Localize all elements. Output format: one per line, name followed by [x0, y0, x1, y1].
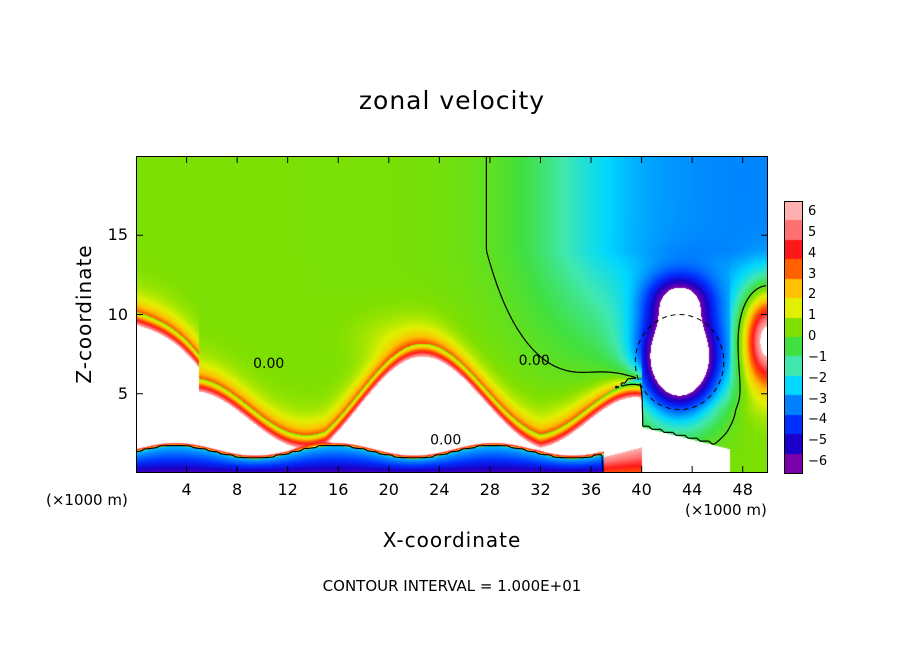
x-tick-label: 4	[181, 480, 192, 499]
colorbar-tick-label: −5	[808, 433, 828, 449]
x-tick-label: 36	[580, 480, 602, 499]
velocity-heatmap	[136, 156, 768, 473]
x-tick-label: 12	[277, 480, 298, 499]
colorbar-tick-label: −3	[808, 391, 828, 407]
chart-title: zonal velocity	[358, 86, 546, 115]
colorbar	[784, 201, 802, 473]
colorbar-tick-label: 2	[808, 287, 817, 303]
contour-label-0: 0.00	[253, 356, 284, 372]
colorbar-tick-label: 4	[808, 245, 817, 261]
x-tick-label: 8	[232, 480, 243, 499]
x-tick-label: 24	[429, 480, 450, 499]
contour-interval-note: CONTOUR INTERVAL = 1.000E+01	[322, 577, 582, 595]
y-tick-label: 10	[107, 304, 128, 324]
negative-contour-line	[634, 314, 725, 411]
colorbar-tick-label: −4	[808, 412, 828, 428]
colorbar-tick-label: −2	[808, 370, 828, 386]
colorbar-border	[784, 201, 803, 474]
colorbar-tick-label: −6	[808, 454, 828, 469]
plot-frame	[136, 156, 768, 473]
contour-label-2: 0.00	[430, 432, 461, 448]
y-tick-label: 5	[117, 383, 128, 403]
x-tick-label: 28	[479, 480, 501, 499]
colorbar-tick-label: −1	[808, 349, 828, 365]
y-axis-label: Z-coordinate	[72, 244, 96, 384]
x-tick-label: 16	[328, 480, 349, 499]
zero-contour-line	[135, 156, 767, 472]
colorbar-frame	[784, 201, 803, 474]
contour-overlay: 0.00 0.00 0.00	[135, 156, 768, 473]
x-tick-label: 48	[732, 480, 753, 499]
x-tick-label: 20	[378, 480, 399, 499]
colorbar-tick-label: 3	[808, 266, 817, 282]
x-tick-label: 32	[530, 480, 551, 499]
colorbar-tick-label: 6	[808, 204, 817, 219]
plot-area: 0.00 0.00 0.00	[135, 156, 768, 473]
x-tick-label: 40	[631, 480, 652, 499]
y-tick-label: 15	[107, 225, 128, 245]
x-units-label-right: (×1000 m)	[685, 501, 767, 519]
x-tick-label: 44	[681, 480, 703, 499]
x-units-label-left: (×1000 m)	[46, 491, 128, 509]
x-axis-label: X-coordinate	[382, 528, 522, 552]
colorbar-tick-label: 5	[808, 224, 817, 240]
colorbar-tick-label: 0	[808, 329, 817, 344]
colorbar-tick-label: 1	[808, 308, 817, 324]
contour-label-1: 0.00	[519, 353, 550, 369]
